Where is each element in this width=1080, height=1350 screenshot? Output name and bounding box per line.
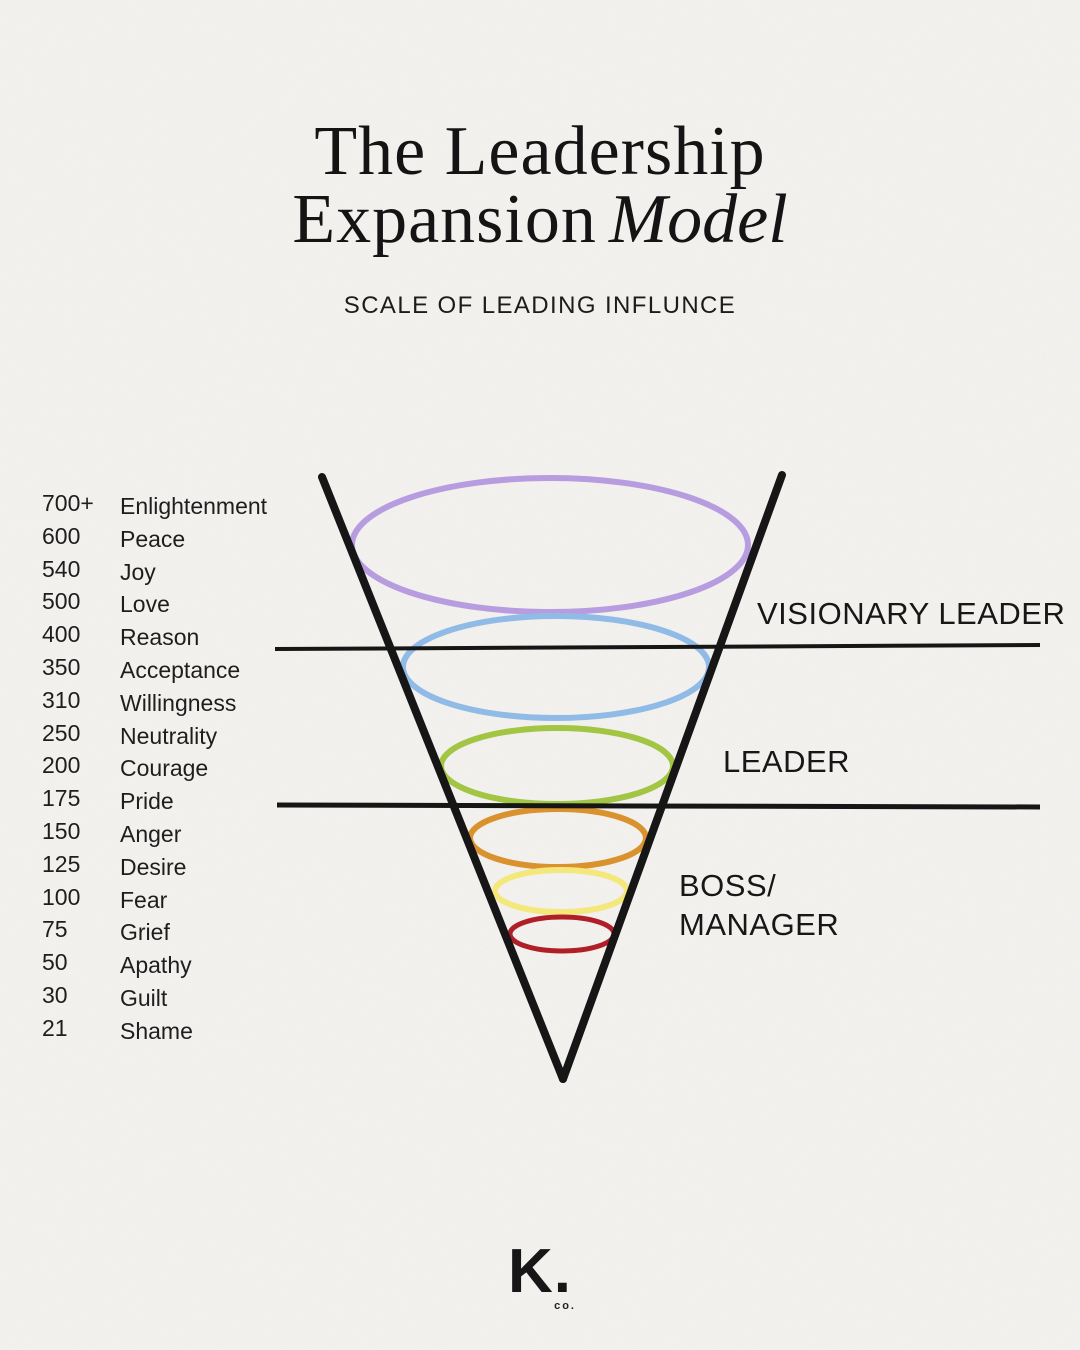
zone-label-boss-manager: BOSS/ MANAGER <box>679 866 839 944</box>
logo-mark: K. <box>508 1237 572 1306</box>
divider-leader <box>276 802 1041 810</box>
brand-logo-inner: K. co. <box>508 1241 574 1313</box>
zone-label-boss-line1: BOSS/ <box>679 868 777 903</box>
zone-label-visionary-leader: VISIONARY LEADER <box>757 596 1066 631</box>
funnel-ring-5-icon <box>492 867 630 915</box>
zone-label-leader: LEADER <box>723 744 851 779</box>
zone-label-boss-line2: MANAGER <box>679 907 840 942</box>
logo-sub: co. <box>554 1300 576 1312</box>
funnel-left-edge <box>318 473 567 1083</box>
funnel-ring-1-icon <box>349 475 751 615</box>
funnel-ring-4-icon <box>467 806 649 870</box>
funnel-ring-3-icon <box>438 725 676 807</box>
funnel-ring-6-icon <box>507 914 617 954</box>
funnel-ring-2-icon <box>400 613 712 721</box>
brand-logo: K. co. <box>0 1241 1080 1313</box>
